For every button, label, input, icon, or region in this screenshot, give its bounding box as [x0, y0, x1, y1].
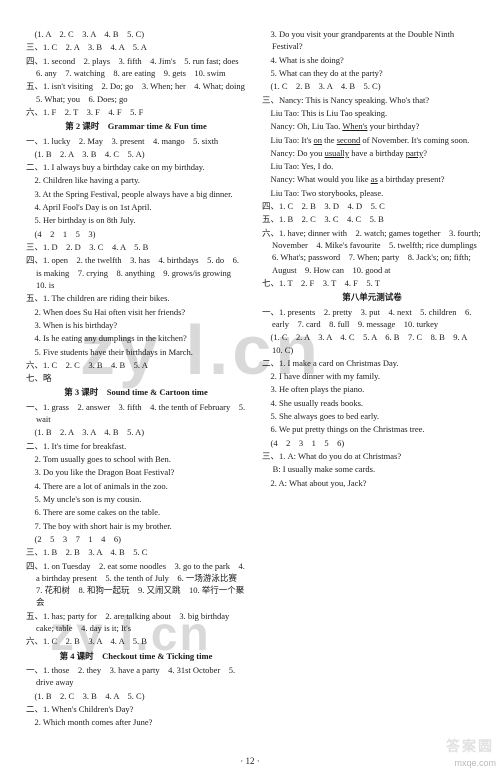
- text-line: Liu Tao: It's on the second of November.…: [262, 134, 482, 146]
- text-line: 3. Do you like the Dragon Boat Festival?: [26, 466, 246, 478]
- text-line: 4. There are a lot of animals in the zoo…: [26, 480, 246, 492]
- text-line: 六、1. C 2. C 3. B 4. B 5. A: [26, 359, 246, 371]
- page-content: (1. A 2. C 3. A 4. B 5. C)三、1. C 2. A 3.…: [0, 0, 500, 772]
- text-line: 二、1. I always buy a birthday cake on my …: [26, 161, 246, 173]
- text-line: (1. C 2. A 3. A 4. C 5. A 6. B 7. C 8. B…: [262, 331, 482, 356]
- text-line: 六、1. F 2. T 3. F 4. F 5. F: [26, 106, 246, 118]
- text-line: 5. My uncle's son is my cousin.: [26, 493, 246, 505]
- text-line: 5. Her birthday is on 8th July.: [26, 214, 246, 226]
- text-line: 五、1. The children are riding their bikes…: [26, 292, 246, 304]
- text-line: 五、1. has; party for 2. are talking about…: [26, 610, 246, 635]
- text-line: (2 5 3 7 1 4 6): [26, 533, 246, 545]
- text-line: 六、1. have; dinner with 2. watch; games t…: [262, 227, 482, 276]
- text-line: Nancy: Oh, Liu Tao. When's your birthday…: [262, 120, 482, 132]
- text-line: 六、1. C 2. B 3. A 4. A 5. B: [26, 635, 246, 647]
- text-line: 五、1. B 2. C 3. C 4. C 5. B: [262, 213, 482, 225]
- text-line: 3. At the Spring Festival, people always…: [26, 188, 246, 200]
- text-line: 三、1. B 2. B 3. A 4. B 5. C: [26, 546, 246, 558]
- text-line: Liu Tao: Two storybooks, please.: [262, 187, 482, 199]
- text-line: 2. Children like having a party.: [26, 174, 246, 186]
- text-line: 3. Do you visit your grandparents at the…: [262, 28, 482, 53]
- text-line: 七、略: [26, 372, 246, 384]
- text-line: (1. A 2. C 3. A 4. B 5. C): [26, 28, 246, 40]
- text-line: 4. She usually reads books.: [262, 397, 482, 409]
- text-line: 二、1. When's Children's Day?: [26, 703, 246, 715]
- text-line: 6. We put pretty things on the Christmas…: [262, 423, 482, 435]
- text-line: B: I usually make some cards.: [262, 463, 482, 475]
- section-heading: 第 2 课时 Grammar time & Fun time: [26, 120, 246, 132]
- text-line: 五、1. isn't visiting 2. Do; go 3. When; h…: [26, 80, 246, 105]
- text-line: 四、1. second 2. plays 3. fifth 4. Jim's 5…: [26, 55, 246, 80]
- text-line: (4 2 1 5 3): [26, 228, 246, 240]
- section-heading: 第八单元测试卷: [262, 291, 482, 303]
- text-line: (1. B 2. A 3. A 4. B 5. A): [26, 426, 246, 438]
- corner-mark: mxqe.com: [454, 757, 496, 770]
- text-line: 3. When is his birthday?: [26, 319, 246, 331]
- text-line: Liu Tao: Yes, I do.: [262, 160, 482, 172]
- text-line: 3. He often plays the piano.: [262, 383, 482, 395]
- text-line: Liu Tao: This is Liu Tao speaking.: [262, 107, 482, 119]
- text-line: 4. What is she doing?: [262, 54, 482, 66]
- section-heading: 第 3 课时 Sound time & Cartoon time: [26, 386, 246, 398]
- text-line: 一、1. grass 2. answer 3. fifth 4. the ten…: [26, 401, 246, 426]
- text-line: 四、1. open 2. the twelfth 3. has 4. birth…: [26, 254, 246, 291]
- text-line: 二、1. I make a card on Christmas Day.: [262, 357, 482, 369]
- text-line: 2. I have dinner with my family.: [262, 370, 482, 382]
- text-line: 5. What can they do at the party?: [262, 67, 482, 79]
- text-line: 三、1. C 2. A 3. B 4. A 5. A: [26, 41, 246, 53]
- text-line: (1. B 2. A 3. B 4. C 5. A): [26, 148, 246, 160]
- text-line: 七、1. T 2. F 3. T 4. F 5. T: [262, 277, 482, 289]
- text-line: 三、1. D 2. D 3. C 4. A 5. B: [26, 241, 246, 253]
- text-line: 2. A: What about you, Jack?: [262, 477, 482, 489]
- text-line: 二、1. It's time for breakfast.: [26, 440, 246, 452]
- text-line: 4. Is he eating any dumplings in the kit…: [26, 332, 246, 344]
- section-heading: 第 4 课时 Checkout time & Ticking time: [26, 650, 246, 662]
- text-line: 一、1. those 2. they 3. have a party 4. 31…: [26, 664, 246, 689]
- text-line: Nancy: What would you like as a birthday…: [262, 173, 482, 185]
- text-line: (4 2 3 1 5 6): [262, 437, 482, 449]
- text-line: 2. Which month comes after June?: [26, 716, 246, 728]
- page-footer: · 12 ·: [0, 755, 500, 768]
- text-line: (1. C 2. B 3. A 4. B 5. C): [262, 80, 482, 92]
- text-line: 三、1. A: What do you do at Christmas?: [262, 450, 482, 462]
- text-line: 7. The boy with short hair is my brother…: [26, 520, 246, 532]
- text-line: 三、Nancy: This is Nancy speaking. Who's t…: [262, 94, 482, 106]
- text-line: 一、1. presents 2. pretty 3. put 4. next 5…: [262, 306, 482, 331]
- text-line: 2. When does Su Hai often visit her frie…: [26, 306, 246, 318]
- text-line: 5. She always goes to bed early.: [262, 410, 482, 422]
- text-line: (1. B 2. C 3. B 4. A 5. C): [26, 690, 246, 702]
- text-line: 一、1. lucky 2. May 3. present 4. mango 5.…: [26, 135, 246, 147]
- text-line: 2. Tom usually goes to school with Ben.: [26, 453, 246, 465]
- text-line: 5. Five students have their birthdays in…: [26, 346, 246, 358]
- text-line: 四、1. C 2. B 3. D 4. D 5. C: [262, 200, 482, 212]
- text-line: 6. There are some cakes on the table.: [26, 506, 246, 518]
- text-line: 4. April Fool's Day is on 1st April.: [26, 201, 246, 213]
- text-line: Nancy: Do you usually have a birthday pa…: [262, 147, 482, 159]
- text-line: 四、1. on Tuesday 2. eat some noodles 3. g…: [26, 560, 246, 609]
